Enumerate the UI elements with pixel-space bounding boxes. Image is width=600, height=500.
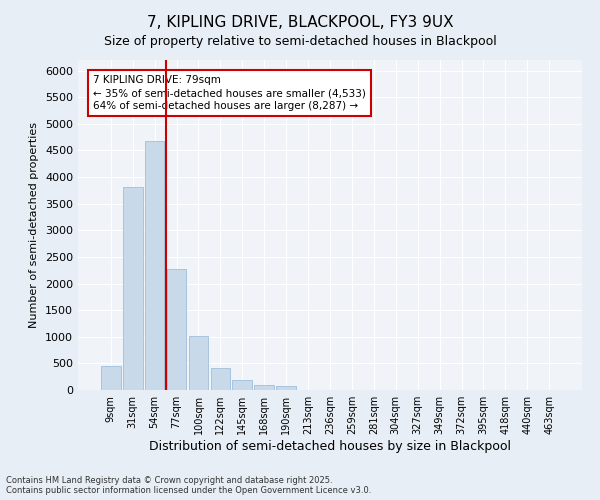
Bar <box>167 268 187 390</box>
X-axis label: Distribution of semi-detached houses by size in Blackpool: Distribution of semi-detached houses by … <box>149 440 511 453</box>
Text: 7 KIPLING DRIVE: 79sqm
← 35% of semi-detached houses are smaller (4,533)
64% of : 7 KIPLING DRIVE: 79sqm ← 35% of semi-det… <box>93 75 366 112</box>
Bar <box>101 366 121 390</box>
Bar <box>254 386 274 390</box>
Text: 7, KIPLING DRIVE, BLACKPOOL, FY3 9UX: 7, KIPLING DRIVE, BLACKPOOL, FY3 9UX <box>146 15 454 30</box>
Bar <box>276 386 296 390</box>
Bar <box>232 380 252 390</box>
Bar <box>123 186 143 390</box>
Bar <box>211 368 230 390</box>
Bar <box>145 142 164 390</box>
Text: Contains HM Land Registry data © Crown copyright and database right 2025.
Contai: Contains HM Land Registry data © Crown c… <box>6 476 371 495</box>
Bar <box>188 336 208 390</box>
Text: Size of property relative to semi-detached houses in Blackpool: Size of property relative to semi-detach… <box>104 35 496 48</box>
Y-axis label: Number of semi-detached properties: Number of semi-detached properties <box>29 122 40 328</box>
